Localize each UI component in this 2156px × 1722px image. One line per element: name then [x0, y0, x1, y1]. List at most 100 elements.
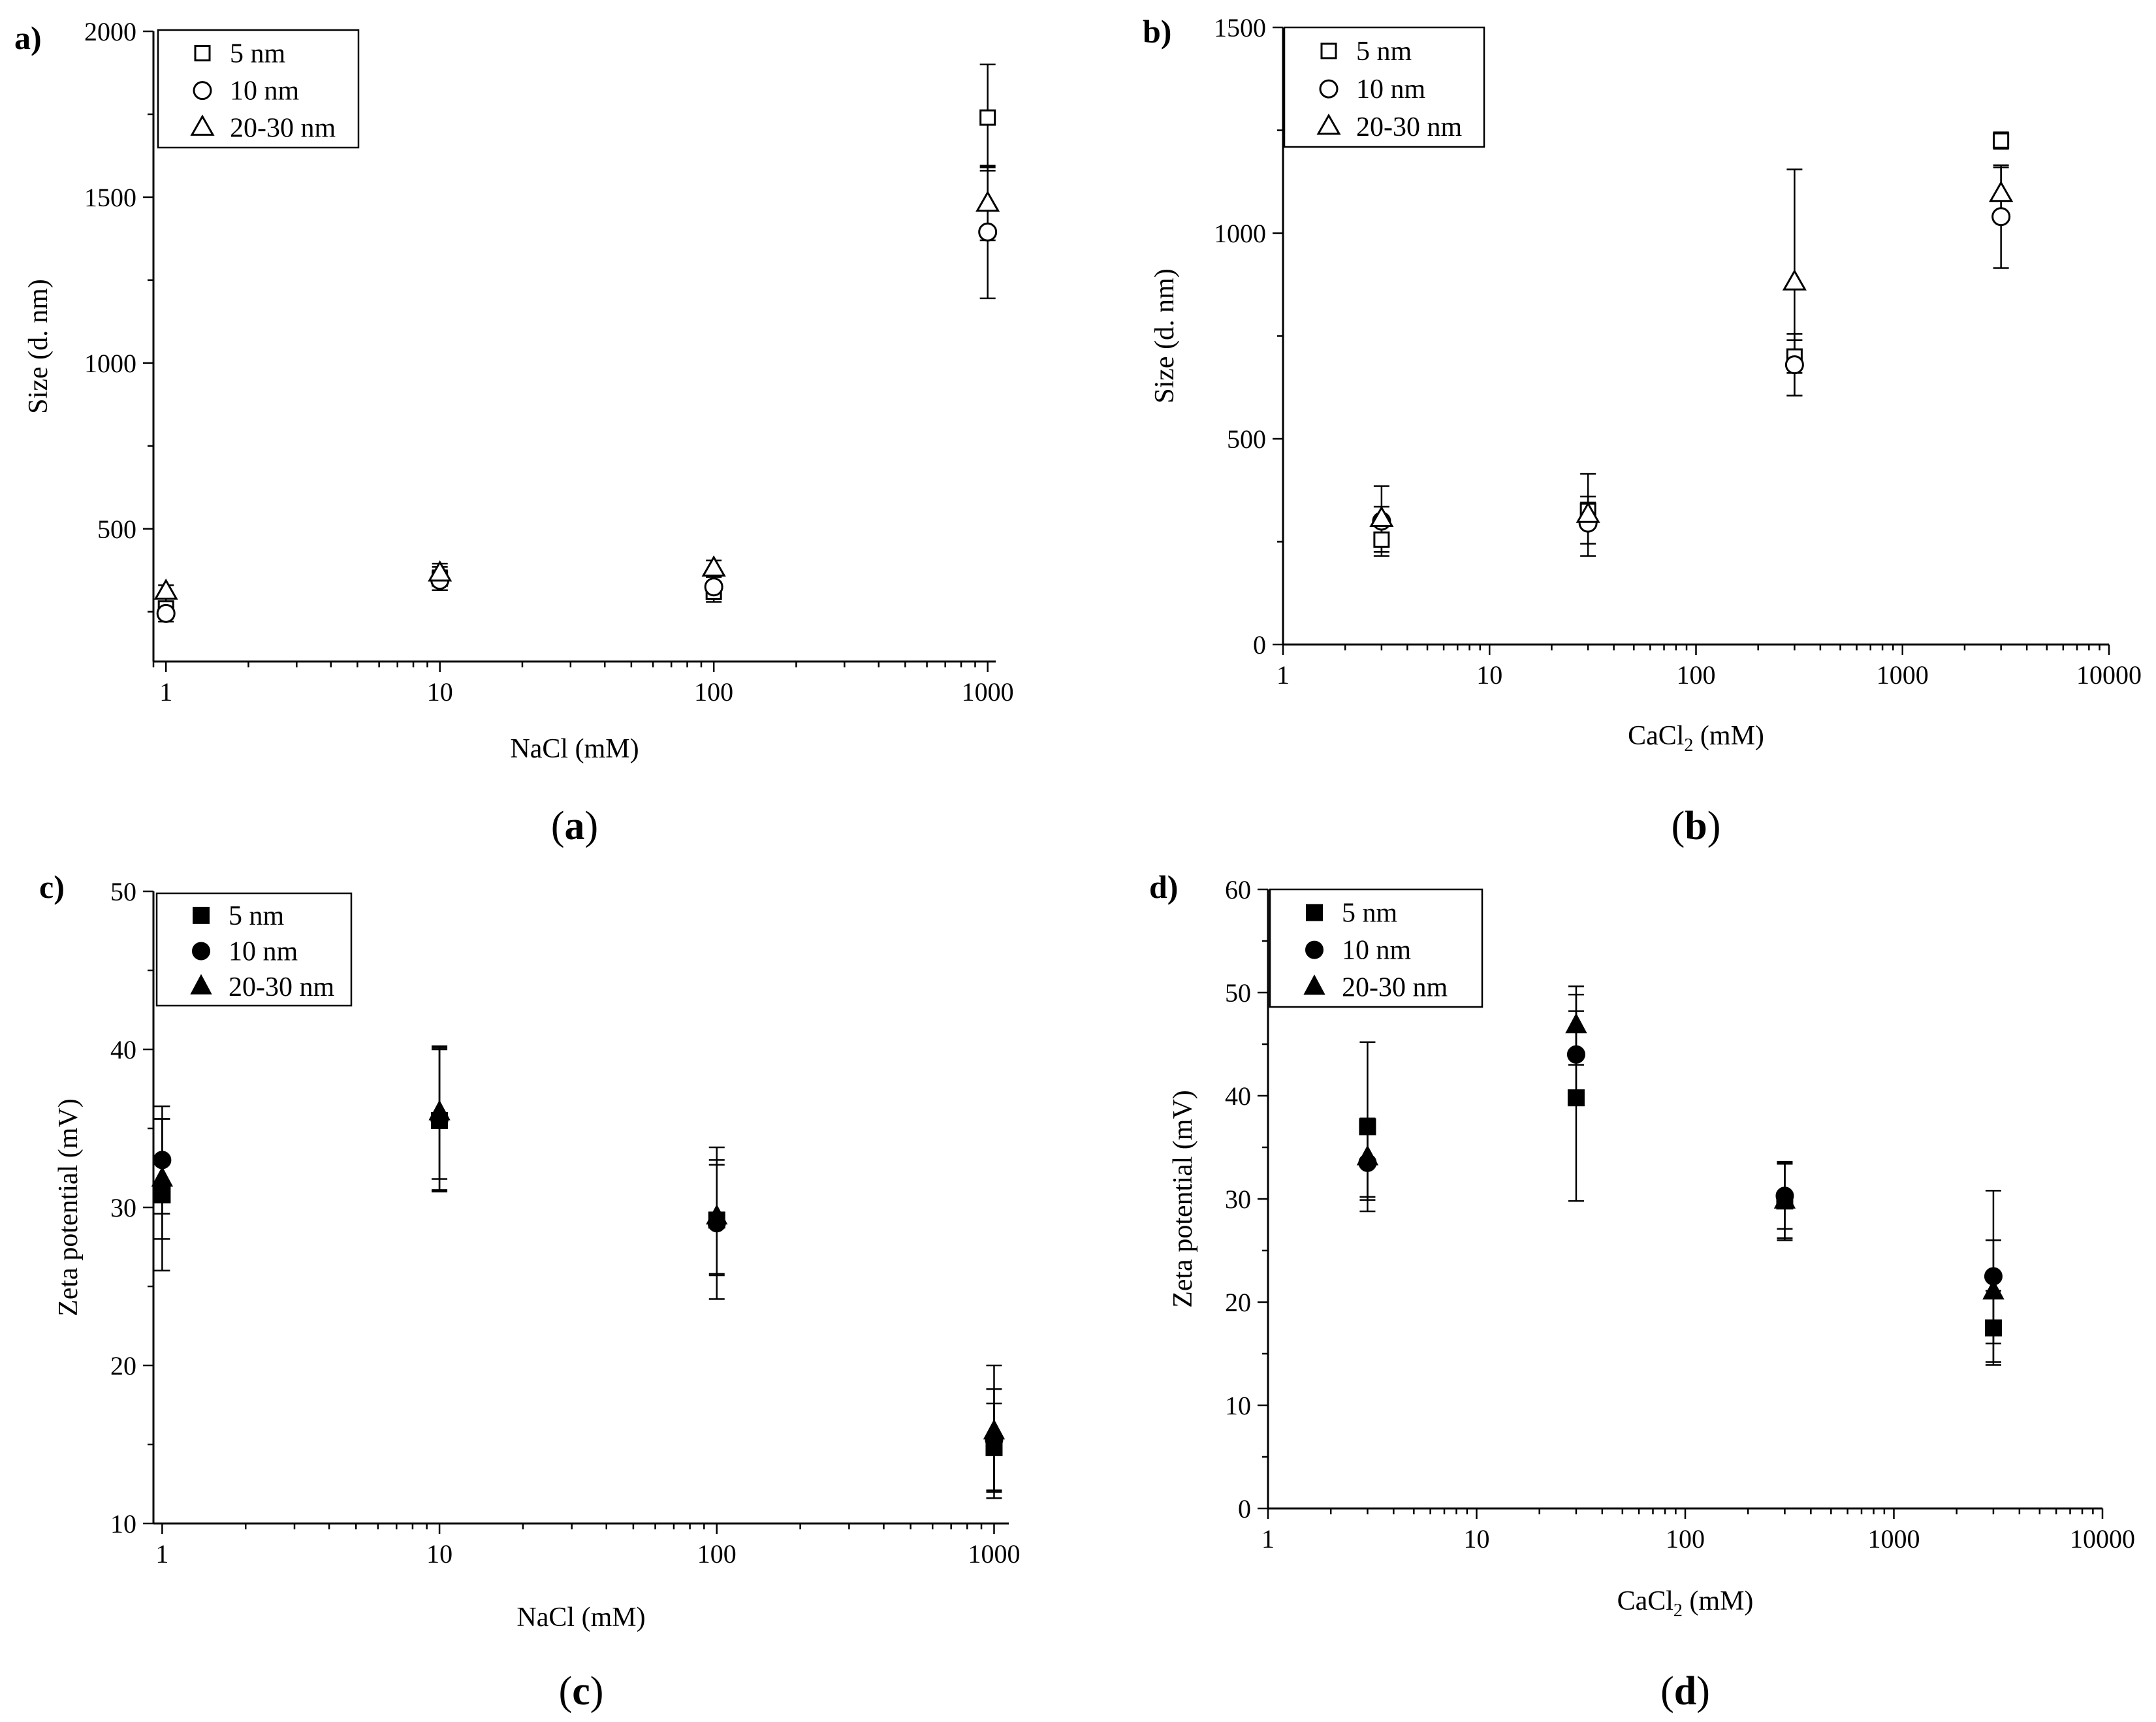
data-point-triangle — [151, 1166, 174, 1187]
y-axis-title: Zeta potential (mV) — [54, 1098, 84, 1316]
data-point-triangle — [1989, 180, 2014, 202]
figure-caption: (d) — [1660, 1669, 1710, 1714]
data-point-circle — [978, 222, 998, 242]
x-axis-title-subscript: 2 — [1684, 735, 1693, 756]
y-tick-label: 10 — [110, 1509, 136, 1539]
caption-paren-open: ( — [551, 804, 565, 848]
data-point-triangle — [1369, 505, 1394, 527]
caption-letter: a — [565, 804, 585, 848]
x-tick-label: 1 — [1276, 660, 1290, 690]
x-axis-title-main: CaCl — [1628, 721, 1684, 751]
figure-caption: (a) — [551, 804, 598, 848]
x-axis-title: NaCl (mM) — [510, 734, 639, 764]
x-tick-label: 100 — [697, 1539, 737, 1569]
data-point-triangle — [1773, 1188, 1796, 1209]
legend: 5 nm 10 nm 20-30 nm — [157, 29, 360, 149]
series-markers-circle — [1358, 1045, 2003, 1286]
series-circle — [1373, 164, 2009, 545]
y-tick-label: 1500 — [1214, 13, 1266, 42]
caption-paren-open: ( — [1660, 1669, 1674, 1714]
data-point-square — [1993, 132, 2010, 149]
y-tick-label: 1500 — [84, 183, 136, 212]
legend-label: 20-30 nm — [229, 972, 334, 1002]
x-axis-title: NaCl (mM) — [516, 1602, 645, 1633]
y-tick-label: 0 — [1238, 1494, 1251, 1523]
series-triangle — [158, 166, 996, 599]
legend-box — [1283, 26, 1485, 148]
caption-paren-close: ) — [1696, 1669, 1710, 1714]
figure-caption: (c) — [559, 1669, 604, 1714]
y-tick-label: 30 — [110, 1193, 136, 1222]
y-tick-label: 40 — [110, 1035, 136, 1064]
data-point-triangle — [1565, 1013, 1587, 1034]
legend-label: 20-30 nm — [230, 114, 336, 144]
data-point-triangle — [983, 1419, 1006, 1440]
data-point-triangle — [1982, 1279, 2005, 1299]
series-markers-circle — [153, 1109, 1004, 1449]
caption-paren-open: ( — [559, 1669, 573, 1714]
series-circle — [154, 1047, 1002, 1491]
series-markers-triangle — [151, 1100, 1006, 1440]
x-tick-label: 100 — [1677, 660, 1716, 690]
legend-label: 20-30 nm — [1356, 112, 1462, 142]
series-triangle — [1373, 166, 2009, 557]
legend-marker-triangle — [1316, 113, 1341, 135]
panel-label: d) — [1149, 869, 1178, 905]
legend-label: 10 nm — [1356, 74, 1426, 104]
legend-box — [1269, 888, 1483, 1008]
legend-label: 10 nm — [1342, 936, 1412, 966]
y-tick-label: 0 — [1253, 630, 1266, 660]
data-point-triangle — [153, 578, 178, 600]
x-tick-label: 1000 — [962, 677, 1014, 707]
legend-box — [155, 892, 353, 1007]
data-point-circle — [153, 1151, 172, 1170]
caption-paren-close: ) — [590, 1669, 604, 1714]
data-point-circle — [1991, 207, 2011, 227]
data-point-triangle — [701, 555, 726, 577]
legend-label: 5 nm — [1356, 37, 1412, 67]
data-point-square — [1359, 1118, 1376, 1136]
series-markers-triangle — [1356, 1013, 2005, 1299]
series-circle — [158, 165, 996, 623]
data-point-circle — [1784, 355, 1804, 375]
data-point-square — [1984, 1319, 2002, 1337]
legend-marker-square — [1320, 42, 1337, 59]
x-tick-label: 1000 — [1877, 660, 1929, 690]
x-tick-label: 10 — [1476, 660, 1502, 690]
data-point-square — [153, 1186, 171, 1204]
legend-marker-circle — [192, 942, 210, 961]
y-axis-title: Size (d. nm) — [1150, 268, 1180, 403]
caption-letter: c — [572, 1669, 590, 1714]
data-point-triangle — [706, 1204, 728, 1225]
legend-label: 5 nm — [1342, 898, 1398, 928]
legend-marker-triangle — [1303, 974, 1325, 995]
x-tick-label: 1 — [1261, 1524, 1275, 1554]
legend-marker-circle — [1305, 940, 1324, 959]
data-point-triangle — [428, 1100, 451, 1121]
y-tick-label: 50 — [110, 877, 136, 906]
chart-panel-c: 1 10 100 1000 10 20 30 40 50 NaCl (mM) Zeta potent… — [39, 869, 1020, 1633]
y-tick-label: 500 — [1227, 424, 1266, 454]
y-tick-label: 30 — [1225, 1185, 1251, 1214]
legend: 5 nm 10 nm 20-30 nm — [155, 892, 353, 1007]
x-tick-label: 100 — [1666, 1524, 1705, 1554]
data-point-triangle — [1576, 502, 1600, 523]
x-tick-label: 10 — [1464, 1524, 1490, 1554]
legend-label: 5 nm — [229, 901, 285, 931]
x-axis-title-subscript: 2 — [1673, 1601, 1683, 1621]
y-tick-label: 50 — [1225, 978, 1251, 1008]
data-point-triangle — [1356, 1145, 1379, 1166]
legend-label: 10 nm — [229, 936, 298, 966]
series-markers-square — [153, 1111, 1003, 1456]
data-point-square — [1567, 1089, 1585, 1107]
series-markers-triangle — [1369, 180, 2014, 527]
legend-label: 20-30 nm — [1342, 973, 1448, 1003]
series-triangle — [1359, 985, 2001, 1345]
x-tick-label: 10000 — [2076, 660, 2142, 690]
caption-letter: b — [1685, 804, 1707, 848]
y-tick-label: 1000 — [1214, 219, 1266, 248]
chart-panel-b: 1 10 100 1000 10000 0 500 1000 1500 CaCl2 (mM) Siz… — [1143, 13, 2142, 756]
legend-marker-triangle — [190, 114, 215, 136]
series-markers-square — [157, 109, 996, 617]
figure-caption: (b) — [1672, 804, 1721, 848]
